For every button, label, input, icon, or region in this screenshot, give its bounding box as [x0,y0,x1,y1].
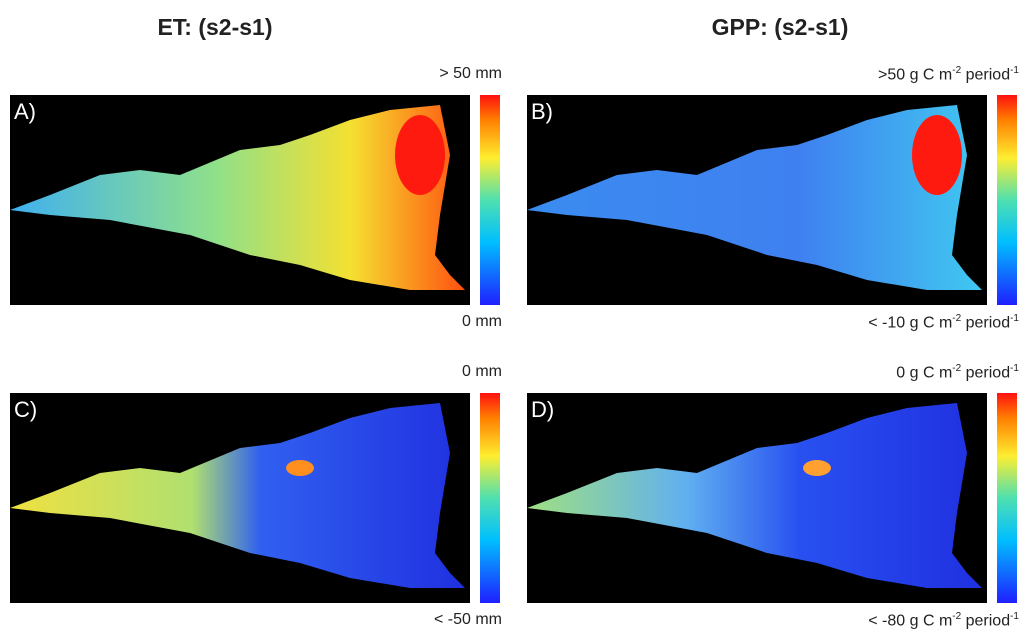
map-hotspot [286,460,314,476]
map-hotspot [912,115,962,195]
panel-label: A) [14,99,36,124]
column-title: GPP: (s2-s1) [711,14,849,40]
scale-text: period [961,364,1011,382]
scale-text: < -50 mm [433,611,502,628]
scale-label: > 50 mm [439,65,502,83]
scale-text: >50 g C m [878,66,953,84]
map-region [527,403,982,588]
superscript: -1 [1010,611,1019,622]
superscript: -1 [1010,363,1019,374]
superscript: -2 [952,611,962,622]
scale-text: period [961,612,1011,630]
scale-text: 0 g C m [896,364,953,382]
colorbar [997,95,1017,305]
scale-text: period [961,314,1011,332]
scale-text: 0 mm [462,363,502,380]
map-region [10,403,465,588]
scale-label: >50 g C m-2 period-1 [878,65,1019,84]
scale-text: > 50 mm [439,65,502,82]
scale-label: < -50 mm [434,611,502,629]
scale-label: 0 g C m-2 period-1 [896,363,1019,382]
panel-label: C) [14,397,38,422]
scale-label: 0 mm [462,313,502,331]
superscript: -2 [952,363,962,374]
scale-text: period [961,66,1011,84]
scale-text: < -80 g C m [868,612,953,630]
panel-label: B) [531,99,553,124]
scale-text: < -10 g C m [868,314,953,332]
scale-label: < -80 g C m-2 period-1 [868,611,1019,630]
map-region [527,105,982,290]
colorbar [480,95,500,305]
superscript: -1 [1010,65,1019,76]
column-title: ET: (s2-s1) [157,14,273,40]
panel-label: D) [531,397,555,422]
superscript: -1 [1010,313,1019,324]
scale-text: 0 mm [462,313,502,330]
colorbar [997,393,1017,603]
scale-label: 0 mm [462,363,502,381]
map-region [10,105,465,290]
scale-label: < -10 g C m-2 period-1 [868,313,1019,332]
colorbar [480,393,500,603]
superscript: -2 [952,65,962,76]
superscript: -2 [952,313,962,324]
map-hotspot [395,115,445,195]
map-hotspot [803,460,831,476]
